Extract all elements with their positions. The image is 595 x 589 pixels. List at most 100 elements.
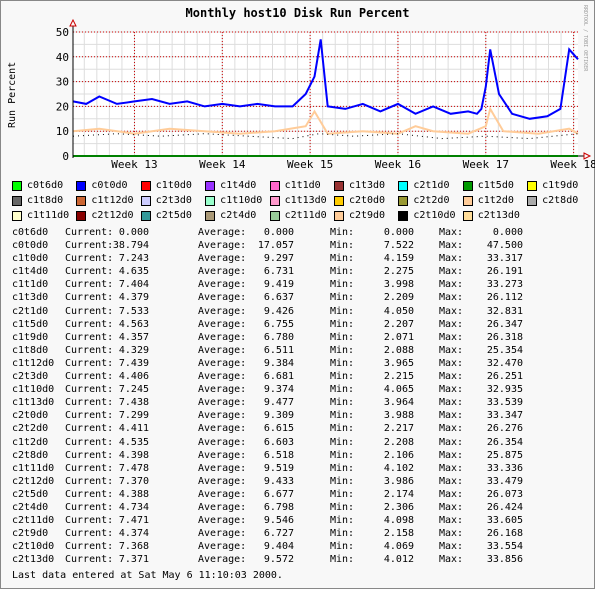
stat-label: Average:	[198, 318, 247, 330]
legend-item: c1t1d0	[269, 178, 334, 193]
stat-label: Min:	[330, 475, 355, 487]
vendor-watermark: RRDTOOL / TOBI OETIKER	[582, 5, 588, 72]
stat-label: Max:	[439, 501, 464, 513]
stat-label: Average:	[198, 331, 247, 343]
legend-swatch	[205, 180, 216, 191]
stat-label: Min:	[330, 541, 355, 553]
legend-swatch	[140, 195, 151, 206]
stat-label: Current:	[65, 240, 114, 252]
stat-average: 6.798	[263, 501, 294, 513]
stat-label: Average:	[198, 253, 247, 265]
legend-item: c2t5d0	[140, 208, 205, 223]
stat-average: 6.731	[263, 266, 294, 278]
stat-label: Average:	[198, 240, 247, 252]
stat-average: 9.374	[263, 384, 294, 396]
stat-label: Average:	[198, 410, 247, 422]
stat-min: 2.158	[383, 528, 414, 540]
stat-label: Min:	[330, 436, 355, 448]
stat-label: Max:	[439, 554, 464, 566]
stat-average: 9.309	[263, 410, 294, 422]
legend-label: c1t3d0	[348, 180, 386, 191]
stat-label: Min:	[330, 423, 355, 435]
stat-device: c0t6d0	[12, 227, 49, 238]
stat-label: Min:	[330, 344, 355, 356]
stat-label: Average:	[198, 554, 247, 566]
stat-max: 26.276	[486, 423, 523, 435]
stat-label: Current:	[65, 410, 114, 422]
stat-current: 4.357	[118, 331, 149, 343]
legend-item: c2t3d0	[140, 193, 205, 208]
legend-swatch	[269, 180, 280, 191]
stat-current: 4.398	[118, 449, 149, 461]
legend-item: c2t9d0	[333, 208, 398, 223]
stat-label: Max:	[439, 318, 464, 330]
legend-swatch	[462, 180, 473, 191]
stat-label: Min:	[330, 449, 355, 461]
chart-title: Monthly host10 Disk Run Percent	[185, 6, 410, 20]
stat-current: 7.439	[118, 357, 149, 369]
stat-label: Current:	[65, 488, 114, 500]
stat-max: 26.112	[486, 292, 523, 304]
legend-label: c1t5d0	[477, 180, 514, 191]
stat-max: 33.336	[486, 462, 523, 474]
stat-max: 26.354	[486, 436, 523, 448]
legend-label: c2t13d0	[477, 210, 520, 221]
legend-item: c2t13d0	[462, 208, 527, 223]
stat-min: 3.964	[383, 397, 414, 409]
stat-label: Current:	[65, 344, 114, 356]
stat-current: 7.299	[118, 410, 149, 422]
legend-row: c1t8d0 c1t12d0 c2t3d0 c1t10d0 c1t13d0 c2t0d0 c…	[12, 193, 592, 208]
series-line-c2t9d0	[72, 106, 579, 135]
stat-label: Current:	[65, 554, 114, 566]
stat-label: Current:	[65, 318, 114, 330]
legend-swatch	[398, 180, 409, 191]
stat-average: 6.780	[263, 331, 294, 343]
stat-device: c1t2d0	[12, 436, 49, 448]
stat-label: Max:	[439, 488, 464, 500]
stat-min: 2.207	[383, 318, 414, 330]
stat-current: 7.368	[118, 541, 149, 553]
stat-average: 9.297	[263, 253, 294, 265]
stat-device: c1t9d0	[12, 331, 49, 343]
stat-label: Max:	[439, 292, 464, 304]
legend-label: c1t13d0	[284, 195, 327, 206]
stat-label: Average:	[198, 528, 247, 540]
legend-item: c2t10d0	[398, 208, 462, 223]
stat-label: Current:	[65, 475, 114, 487]
stat-max: 33.273	[486, 279, 523, 291]
stat-label: Max:	[439, 462, 464, 474]
stat-label: Current:	[65, 279, 114, 291]
stat-label: Max:	[439, 515, 464, 527]
y-tick-label: 30	[56, 76, 69, 89]
legend-item: c1t8d0	[12, 193, 76, 208]
x-tick-label: Week 13	[111, 158, 157, 171]
stat-label: Min:	[330, 397, 355, 409]
stat-label: Current:	[65, 292, 114, 304]
stat-device: c2t5d0	[12, 488, 49, 500]
stat-label: Current:	[65, 384, 114, 396]
legend-item: c2t0d0	[333, 193, 398, 208]
legend-item: c2t2d0	[398, 193, 462, 208]
last-data-note: Last data entered at Sat May 6 11:10:03 …	[12, 570, 283, 581]
stat-device: c2t3d0	[12, 371, 49, 383]
stat-max: 33.347	[486, 410, 523, 422]
stat-average: 6.603	[263, 436, 294, 448]
legend-item: c0t6d0	[12, 178, 76, 193]
stat-min: 2.208	[383, 436, 414, 448]
legend-label: c2t9d0	[348, 210, 386, 221]
legend-swatch	[398, 210, 409, 221]
legend-label: c2t1d0	[413, 180, 450, 191]
stat-label: Average:	[198, 436, 247, 448]
stat-min: 2.209	[383, 292, 414, 304]
stat-min: 4.065	[383, 384, 414, 396]
stat-label: Min:	[330, 305, 355, 317]
stat-min: 2.275	[383, 266, 414, 278]
tick-labels: 0 10 20 30 40 50 Week 13 Week 14 Week 15 Week 16 W…	[56, 26, 595, 171]
stat-min: 4.098	[383, 515, 414, 527]
legend-item: c1t10d0	[205, 193, 269, 208]
stat-device: c2t0d0	[12, 410, 49, 422]
stat-average: 9.384	[263, 357, 294, 369]
legend-label: c1t1d0	[284, 180, 321, 191]
x-axis-arrow	[583, 152, 592, 160]
stat-min: 2.306	[383, 501, 414, 513]
